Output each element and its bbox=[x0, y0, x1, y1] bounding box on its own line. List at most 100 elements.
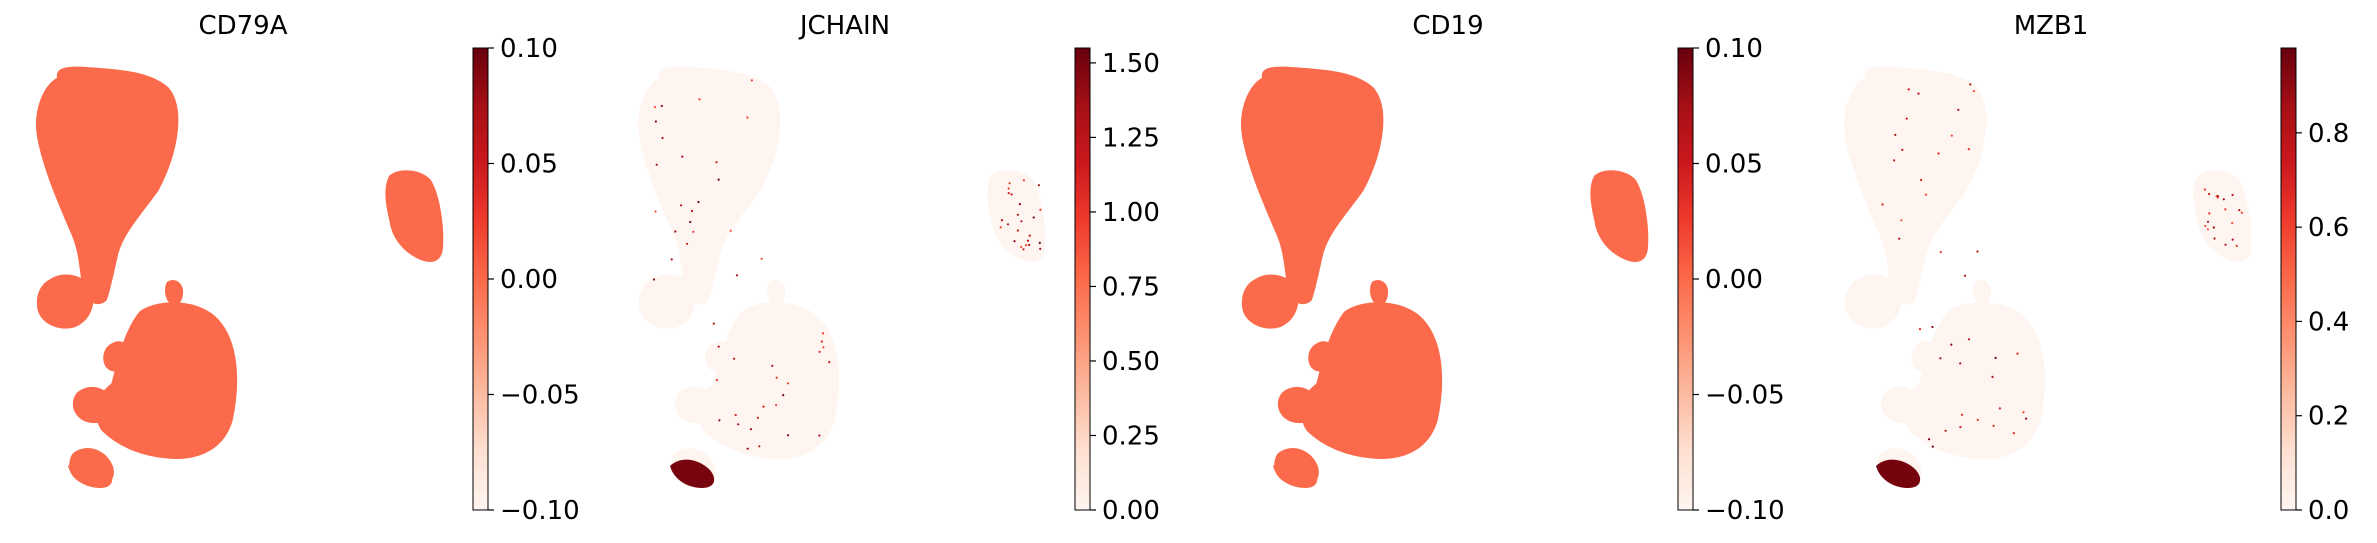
scatter-point bbox=[1900, 219, 1903, 222]
scatter-point bbox=[1991, 375, 1994, 378]
cluster-lower-right-cluster bbox=[1300, 302, 1443, 459]
scatter-point bbox=[1967, 148, 1970, 151]
scatter-point bbox=[729, 229, 732, 232]
scatter-point bbox=[1976, 418, 1979, 421]
cluster-left-lobe bbox=[1844, 274, 1902, 329]
cluster-lower-left-cluster bbox=[1880, 386, 1921, 424]
scatter-point bbox=[2224, 208, 2227, 211]
cluster-left-lobe bbox=[1241, 274, 1299, 329]
scatter-point bbox=[1944, 429, 1947, 432]
scatter-point bbox=[1939, 357, 1942, 360]
scatter-point bbox=[1976, 250, 1979, 253]
scatter-point bbox=[717, 345, 720, 348]
scatter-point bbox=[2212, 226, 2215, 229]
cluster-right-island bbox=[987, 170, 1046, 263]
scatter-point bbox=[2224, 243, 2227, 246]
cluster-right-island bbox=[1590, 170, 1649, 263]
colorbar-tick-label: 0.4 bbox=[2308, 307, 2349, 337]
umap-scatter bbox=[638, 66, 1046, 488]
cluster-plasma-cells bbox=[1876, 459, 1921, 488]
scatter-point bbox=[670, 258, 673, 261]
colorbar-tick-label: 0.00 bbox=[1705, 265, 1763, 295]
scatter-point bbox=[775, 404, 778, 407]
colorbar-tick-label: −0.10 bbox=[1705, 496, 1785, 526]
scatter-point bbox=[698, 98, 701, 101]
colorbar-tick-label: 0.8 bbox=[2308, 119, 2349, 149]
cluster-lower-right-cluster bbox=[697, 302, 840, 459]
scatter-point bbox=[828, 361, 831, 364]
cluster-main-cluster bbox=[638, 66, 781, 305]
scatter-point bbox=[2235, 244, 2238, 247]
scatter-point bbox=[1010, 193, 1013, 196]
scatter-point bbox=[2208, 192, 2211, 196]
scatter-point bbox=[2213, 237, 2216, 240]
scatter-point bbox=[2240, 211, 2243, 214]
scatter-point bbox=[1907, 88, 1910, 91]
scatter-point bbox=[822, 346, 825, 349]
cluster-plasma-cells bbox=[670, 459, 715, 488]
colorbar-tick-label: −0.05 bbox=[1705, 381, 1785, 411]
colorbar-tick-label: 0.2 bbox=[2308, 402, 2349, 432]
scatter-point bbox=[734, 413, 737, 417]
panel-title: JCHAIN bbox=[798, 11, 890, 41]
cluster-upper-small-cluster bbox=[1370, 280, 1389, 305]
scatter-point bbox=[715, 161, 718, 164]
scatter-point bbox=[1920, 178, 1923, 182]
colorbar-tick-label: 0.05 bbox=[1705, 150, 1763, 180]
scatter-point bbox=[735, 274, 739, 277]
scatter-point bbox=[2012, 432, 2015, 435]
cluster-upper-small-cluster bbox=[767, 280, 786, 305]
cluster-main-cluster bbox=[1241, 66, 1384, 305]
scatter-point bbox=[2204, 224, 2207, 228]
cluster-lower-left-cluster bbox=[1277, 386, 1318, 424]
cluster-left-lobe bbox=[36, 274, 94, 329]
scatter-point bbox=[1028, 234, 1031, 237]
scatter-point bbox=[1016, 229, 1019, 232]
scatter-point bbox=[2231, 238, 2234, 241]
cluster-stem-branch bbox=[705, 341, 732, 372]
scatter-point bbox=[2208, 212, 2211, 215]
scatter-point bbox=[1881, 203, 1884, 206]
scatter-point bbox=[1998, 407, 2001, 410]
scatter-point bbox=[760, 257, 763, 260]
scatter-point bbox=[1950, 134, 1953, 137]
scatter-point bbox=[1013, 240, 1016, 243]
cluster-right-island bbox=[2193, 170, 2252, 263]
scatter-point bbox=[1028, 243, 1031, 246]
cluster-lower-left-cluster bbox=[72, 386, 113, 424]
scatter-point bbox=[733, 357, 736, 360]
scatter-point bbox=[2206, 220, 2210, 223]
cluster-main-cluster bbox=[36, 66, 179, 305]
scatter-point bbox=[1022, 248, 1025, 251]
scatter-point bbox=[652, 278, 655, 281]
cluster-main-cluster bbox=[1844, 66, 1987, 305]
scatter-point bbox=[2222, 198, 2225, 201]
scatter-point bbox=[746, 447, 749, 450]
panel-cd19: CD19 0.10 0.05 0.00 −0.05 −0.10 bbox=[1241, 11, 1785, 526]
scatter-point bbox=[661, 136, 664, 140]
colorbar-tick-label: 1.50 bbox=[1102, 49, 1160, 79]
scatter-point bbox=[1016, 213, 1019, 216]
scatter-point bbox=[1928, 438, 1931, 441]
colorbar-tick-label: 0.75 bbox=[1102, 272, 1160, 302]
colorbar-tick-label: 0.50 bbox=[1102, 347, 1160, 377]
scatter-point bbox=[750, 79, 753, 82]
panel-mzb1: MZB1 0.8 0.6 0.4 0.2 0.0 bbox=[1844, 11, 2349, 526]
scatter-point bbox=[1959, 426, 1962, 429]
scatter-point bbox=[2238, 209, 2241, 212]
colorbar-gradient bbox=[1074, 47, 1091, 511]
scatter-point bbox=[1020, 220, 1023, 223]
colorbar-tick-label: 0.00 bbox=[500, 265, 558, 295]
colorbar-tick-label: 0.6 bbox=[2308, 213, 2349, 243]
scatter-point bbox=[2231, 221, 2234, 225]
scatter-point bbox=[1967, 338, 1971, 341]
scatter-point bbox=[654, 210, 657, 213]
scatter-point bbox=[762, 405, 765, 408]
scatter-point bbox=[2206, 228, 2209, 231]
scatter-point bbox=[775, 376, 778, 379]
cluster-upper-small-cluster bbox=[165, 280, 184, 305]
panel-jchain: JCHAIN 1.50 1.25 1.00 0.75 0.50 0.25 0.00 bbox=[638, 11, 1160, 526]
colorbar: 1.50 1.25 1.00 0.75 0.50 0.25 0.00 bbox=[1074, 47, 1160, 526]
scatter-point bbox=[712, 322, 715, 325]
cluster-right-island bbox=[385, 170, 444, 263]
